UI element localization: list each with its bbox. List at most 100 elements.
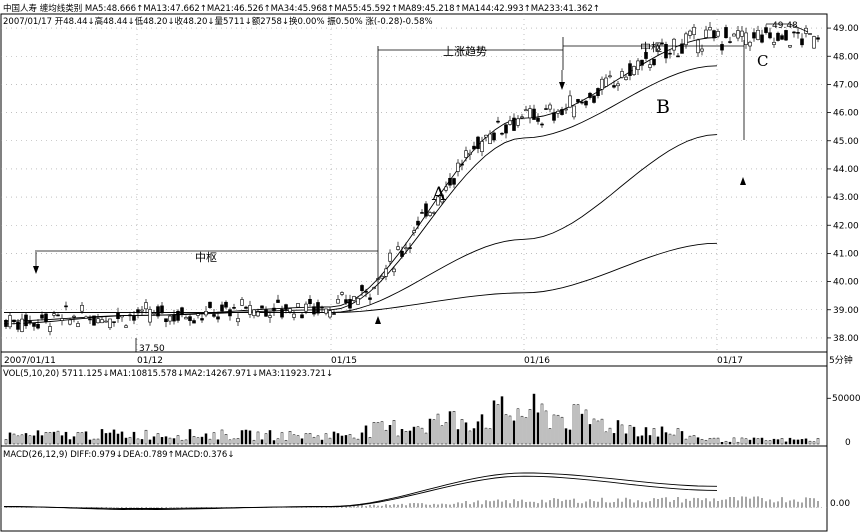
candle-body	[408, 247, 412, 249]
volume-bar	[764, 440, 768, 445]
candle-body	[684, 33, 688, 46]
volume-bar	[696, 437, 700, 445]
y-tick-label: 43.00	[833, 193, 859, 203]
macd-panel-frame	[0, 445, 828, 532]
candle-body	[596, 88, 600, 97]
candle-body	[96, 318, 100, 324]
candle-body	[452, 178, 456, 185]
candle-body	[528, 108, 532, 119]
candle-body	[624, 76, 628, 80]
volume-bar	[604, 431, 608, 445]
candle-body	[188, 316, 192, 321]
volume-bar	[24, 433, 28, 445]
macd-line-dea	[4, 475, 718, 509]
candle-body	[816, 37, 820, 40]
volume-bar	[440, 425, 444, 445]
candle-body	[664, 44, 668, 59]
volume-bar	[608, 427, 612, 445]
volume-bar	[160, 437, 164, 445]
volume-bar	[244, 429, 248, 445]
volume-bar	[404, 431, 408, 445]
volume-bar	[624, 433, 628, 445]
candle-body	[464, 150, 468, 158]
candle-body	[136, 309, 140, 314]
candle-body	[608, 75, 612, 78]
candle-body	[628, 63, 632, 76]
candle-body	[604, 77, 608, 87]
candle-body	[496, 120, 500, 123]
volume-bar	[744, 438, 748, 445]
candle-body	[668, 52, 672, 55]
y-tick-label: 46.00	[833, 109, 859, 119]
volume-bar	[472, 428, 476, 445]
volume-bar	[216, 439, 220, 445]
candle-body	[460, 163, 464, 166]
candle-body	[724, 27, 728, 39]
volume-bar	[328, 437, 332, 445]
candle-body	[80, 305, 84, 312]
volume-bar	[588, 424, 592, 445]
volume-bar	[416, 426, 420, 445]
volume-bar	[732, 437, 736, 445]
candle-body	[480, 141, 484, 152]
volume-bar	[592, 418, 596, 445]
candle-body	[644, 52, 648, 59]
volume-bar	[676, 428, 680, 445]
date-label: 2007/01/11	[4, 356, 56, 366]
volume-bar	[484, 427, 488, 445]
volume-bar	[156, 433, 160, 445]
volume-bar	[40, 435, 44, 445]
volume-bar	[60, 435, 64, 445]
candle-body	[392, 268, 396, 273]
volume-bar	[740, 437, 744, 445]
candle-body	[632, 66, 636, 75]
candle-body	[536, 117, 540, 122]
candle-body	[264, 309, 268, 317]
quote-header: 2007/01/17 开48.44↓高48.44↓低48.20↓收48.20↓量…	[3, 16, 433, 27]
volume-bar	[536, 412, 540, 445]
date-label: 01/17	[717, 356, 743, 366]
candle-body	[212, 314, 216, 317]
candle-body	[52, 313, 56, 316]
volume-bar	[204, 433, 208, 445]
volume-bar	[540, 403, 544, 445]
candle-body	[4, 319, 8, 327]
candle-body	[12, 319, 16, 323]
volume-bar	[128, 436, 132, 445]
candle-body	[320, 306, 324, 309]
volume-bar	[20, 434, 24, 445]
candle-body	[124, 325, 128, 328]
volume-bar	[268, 430, 272, 445]
candle-body	[240, 299, 244, 306]
candle-body	[328, 310, 332, 318]
candle-body	[728, 41, 732, 43]
candle-body	[696, 39, 700, 54]
volume-bar	[52, 431, 56, 445]
candle-body	[508, 120, 512, 125]
candle-body	[552, 112, 556, 121]
candle-body	[356, 297, 360, 305]
candle-body	[560, 109, 564, 115]
candle-body	[556, 110, 560, 114]
candle-body	[744, 32, 748, 45]
volume-bar	[648, 435, 652, 445]
candle-body	[540, 123, 544, 126]
ma-line-ma5	[4, 36, 718, 322]
volume-bar	[548, 428, 552, 445]
candle-body	[288, 308, 292, 313]
candle-body	[388, 252, 392, 262]
volume-bar	[284, 440, 288, 445]
volume-bar	[448, 411, 452, 445]
candle-body	[404, 247, 408, 250]
volume-bar	[304, 433, 308, 445]
annotation-brackets	[35, 23, 809, 352]
volume-bar	[44, 432, 48, 445]
candle-body	[576, 99, 580, 103]
volume-bar	[748, 439, 752, 445]
candle-body	[428, 212, 432, 216]
candle-body	[352, 296, 356, 301]
volume-bar	[400, 429, 404, 445]
volume-bar	[816, 438, 820, 445]
candle-body	[280, 309, 284, 318]
